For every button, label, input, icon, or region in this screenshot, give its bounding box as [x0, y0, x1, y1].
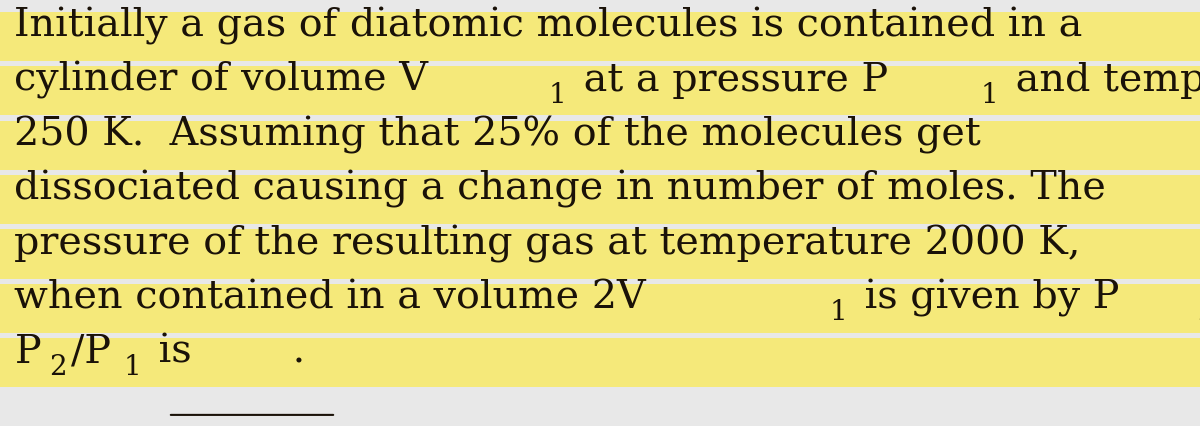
Text: is given by P: is given by P	[852, 278, 1120, 316]
Text: 2: 2	[49, 353, 66, 380]
Text: 250 K.  Assuming that 25% of the molecules get: 250 K. Assuming that 25% of the molecule…	[14, 115, 982, 153]
Text: Initially a gas of diatomic molecules is contained in a: Initially a gas of diatomic molecules is…	[14, 7, 1082, 45]
Text: /P: /P	[72, 333, 112, 370]
Text: pressure of the resulting gas at temperature 2000 K,: pressure of the resulting gas at tempera…	[14, 224, 1081, 262]
Text: P: P	[14, 333, 41, 370]
FancyBboxPatch shape	[0, 230, 1200, 279]
FancyBboxPatch shape	[0, 67, 1200, 116]
Text: cylinder of volume V: cylinder of volume V	[14, 61, 428, 99]
FancyBboxPatch shape	[0, 13, 1200, 62]
FancyBboxPatch shape	[0, 284, 1200, 333]
Text: at a pressure P: at a pressure P	[571, 62, 888, 98]
Text: 1: 1	[548, 81, 566, 109]
FancyBboxPatch shape	[0, 121, 1200, 170]
Text: 1: 1	[829, 299, 847, 326]
FancyBboxPatch shape	[0, 176, 1200, 225]
FancyBboxPatch shape	[0, 339, 1200, 388]
Text: when contained in a volume 2V: when contained in a volume 2V	[14, 279, 646, 316]
Text: 2: 2	[1198, 299, 1200, 326]
Text: and temperature: and temperature	[1003, 62, 1200, 98]
Text: dissociated causing a change in number of moles. The: dissociated causing a change in number o…	[14, 170, 1106, 207]
Text: 1: 1	[124, 353, 140, 380]
Text: is        .: is .	[146, 333, 305, 370]
Text: 1: 1	[980, 81, 998, 109]
